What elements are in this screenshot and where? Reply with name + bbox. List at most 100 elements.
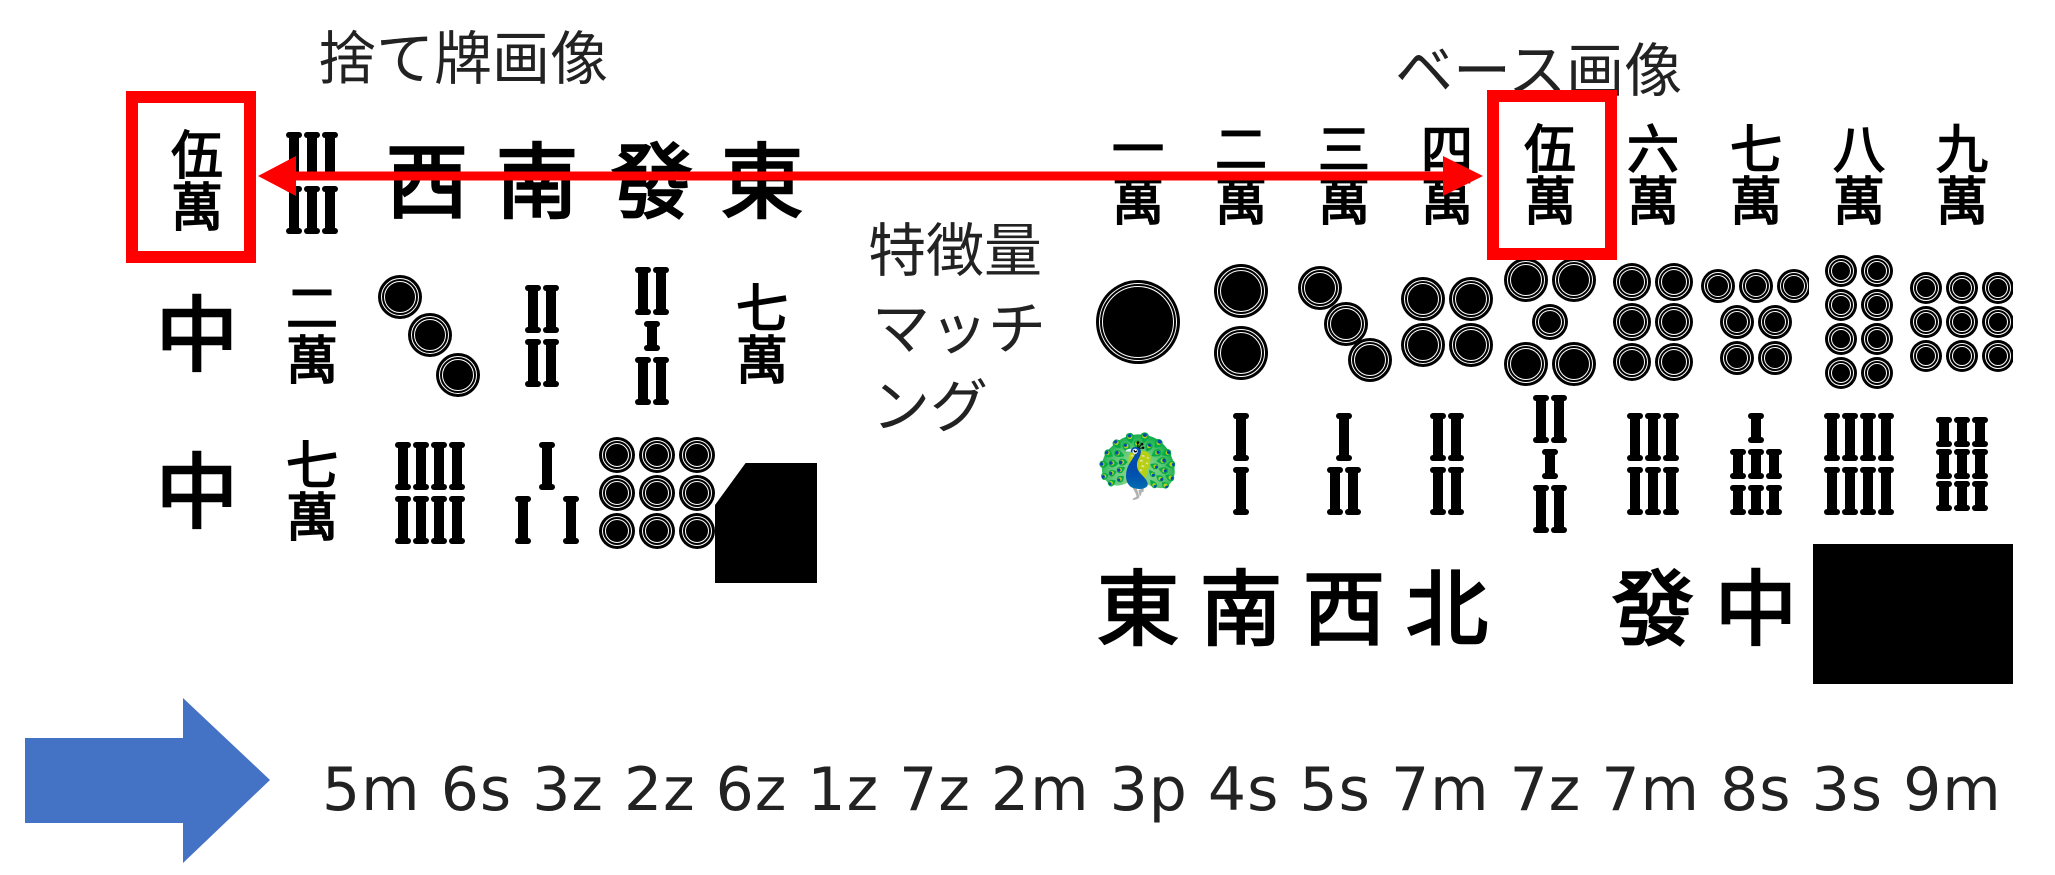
man-top-char: 七 bbox=[735, 278, 788, 340]
man-top-char: 八 bbox=[1832, 120, 1885, 181]
base-tile-6m: 六萬 bbox=[1603, 107, 1703, 247]
feature-matching-label-line3: ング bbox=[872, 373, 989, 441]
man-bottom-char: 萬 bbox=[1832, 172, 1885, 233]
honor-char: 南 bbox=[1199, 561, 1282, 658]
base-tile-9s bbox=[1912, 399, 2012, 529]
discard-tile-6s bbox=[257, 113, 367, 253]
man-top-char: 伍 bbox=[1523, 120, 1576, 181]
discard-tile-7z-2: 中 bbox=[142, 418, 252, 568]
discard-tiles-image: 伍 萬 西 南 發 東 中 二 萬 七 萬 中 bbox=[142, 113, 817, 583]
discard-tile-8s bbox=[372, 418, 487, 568]
honor-char: 北 bbox=[1405, 561, 1488, 658]
base-tile-4z: 北 bbox=[1397, 542, 1497, 677]
man-top-char: 六 bbox=[1626, 120, 1679, 181]
feature-matching-label-line2: マッチ bbox=[872, 295, 1047, 363]
honor-char: 東 bbox=[720, 135, 803, 231]
discard-tile-9p bbox=[602, 418, 712, 568]
base-tile-6p bbox=[1603, 252, 1703, 392]
honor-char: 中 bbox=[1714, 561, 1797, 658]
discard-tile-5m: 伍 萬 bbox=[142, 113, 252, 253]
man-bottom-char: 萬 bbox=[1420, 172, 1473, 233]
man-bottom-char: 萬 bbox=[1214, 172, 1267, 233]
base-tile-9p bbox=[1912, 252, 2012, 392]
man-top-char: 七 bbox=[1729, 120, 1782, 181]
discard-tile-3s bbox=[492, 418, 602, 568]
discard-match-highlight bbox=[126, 91, 256, 263]
base-tile-4m: 四萬 bbox=[1397, 107, 1497, 247]
man-bottom-char: 萬 bbox=[285, 488, 338, 549]
honor-char: 西 bbox=[385, 135, 468, 231]
man-bottom-char: 萬 bbox=[1729, 172, 1782, 233]
base-tile-7m: 七萬 bbox=[1706, 107, 1806, 247]
discard-tile-2m: 二 萬 bbox=[257, 263, 367, 408]
man-bottom-char: 萬 bbox=[735, 330, 788, 392]
man-top-char: 四 bbox=[1420, 120, 1473, 181]
discard-tile-7m-2: 七 萬 bbox=[257, 418, 367, 568]
man-bottom-char: 萬 bbox=[1111, 172, 1164, 233]
base-black-region bbox=[1813, 544, 2013, 684]
discard-tile-3p bbox=[372, 263, 482, 408]
base-tile-2s bbox=[1191, 399, 1291, 529]
discard-tile-7z: 中 bbox=[142, 263, 252, 408]
honor-char: 中 bbox=[155, 287, 238, 384]
honor-char: 西 bbox=[1302, 561, 1385, 658]
base-tile-1z: 東 bbox=[1088, 542, 1188, 677]
base-tile-7s bbox=[1706, 399, 1806, 529]
base-tile-7z: 中 bbox=[1706, 542, 1806, 677]
discard-tile-7m: 七 萬 bbox=[707, 263, 817, 408]
discard-tile-2z: 南 bbox=[482, 113, 592, 253]
man-bottom-char: 萬 bbox=[1317, 172, 1370, 233]
base-tile-9m: 九萬 bbox=[1912, 107, 2012, 247]
man-bottom-char: 萬 bbox=[170, 178, 223, 239]
base-tile-3m: 三萬 bbox=[1294, 107, 1394, 247]
base-tiles-image: 一萬 二萬 三萬 四萬 伍萬 六萬 七萬 八萬 九萬 🦚 東 南 西 北 發 中 bbox=[1088, 107, 2013, 684]
honor-char: 發 bbox=[610, 135, 693, 231]
base-tile-8m: 八萬 bbox=[1809, 107, 1909, 247]
man-top-char: 七 bbox=[285, 436, 338, 497]
man-top-char: 一 bbox=[1111, 120, 1164, 181]
base-tile-8s bbox=[1809, 399, 1909, 529]
base-tile-5z bbox=[1500, 542, 1600, 677]
man-bottom-char: 萬 bbox=[1935, 172, 1988, 233]
base-tile-4s bbox=[1397, 399, 1497, 529]
honor-char: 發 bbox=[1611, 561, 1694, 658]
man-top-char: 伍 bbox=[170, 126, 223, 187]
honor-char: 中 bbox=[155, 445, 238, 541]
base-tile-7p bbox=[1704, 252, 1808, 392]
honor-char: 南 bbox=[495, 135, 578, 231]
man-top-char: 二 bbox=[1214, 120, 1267, 181]
discard-tile-6z: 發 bbox=[597, 113, 707, 253]
man-top-char: 二 bbox=[285, 278, 338, 340]
man-bottom-char: 萬 bbox=[285, 330, 338, 392]
discard-tile-4s bbox=[487, 263, 597, 408]
base-tile-3s bbox=[1294, 399, 1394, 529]
base-tile-2p bbox=[1191, 252, 1291, 392]
bird-icon: 🦚 bbox=[1094, 422, 1182, 505]
discard-tile-3z: 西 bbox=[372, 113, 482, 253]
base-tile-4p bbox=[1397, 252, 1497, 392]
honor-char: 東 bbox=[1096, 561, 1179, 658]
result-sequence: 5m 6s 3z 2z 6z 1z 7z 2m 3p 4s 5s 7m 7z 7… bbox=[322, 755, 2002, 825]
base-tile-5m: 伍萬 bbox=[1500, 107, 1600, 247]
discard-black-region bbox=[715, 463, 817, 583]
base-tile-2z: 南 bbox=[1191, 542, 1291, 677]
discard-tile-5s bbox=[597, 263, 707, 408]
base-tile-3p bbox=[1294, 252, 1394, 392]
discard-tile-1z: 東 bbox=[707, 113, 817, 253]
base-tile-6z: 發 bbox=[1603, 542, 1703, 677]
base-tile-6s bbox=[1603, 399, 1703, 529]
man-top-char: 九 bbox=[1935, 120, 1988, 181]
man-bottom-char: 萬 bbox=[1523, 172, 1576, 233]
base-tile-1m: 一萬 bbox=[1088, 107, 1188, 247]
base-tile-3z: 西 bbox=[1294, 542, 1394, 677]
base-tile-5p bbox=[1500, 252, 1600, 392]
feature-matching-label-line1: 特徴量 bbox=[868, 217, 1043, 285]
base-tile-1p bbox=[1088, 252, 1188, 392]
result-arrow-icon bbox=[25, 698, 270, 863]
base-tile-5s bbox=[1500, 395, 1600, 533]
base-tile-2m: 二萬 bbox=[1191, 107, 1291, 247]
man-top-char: 三 bbox=[1317, 120, 1370, 181]
man-bottom-char: 萬 bbox=[1626, 172, 1679, 233]
discard-image-title: 捨て牌画像 bbox=[318, 25, 609, 93]
base-tile-1s: 🦚 bbox=[1088, 399, 1188, 529]
